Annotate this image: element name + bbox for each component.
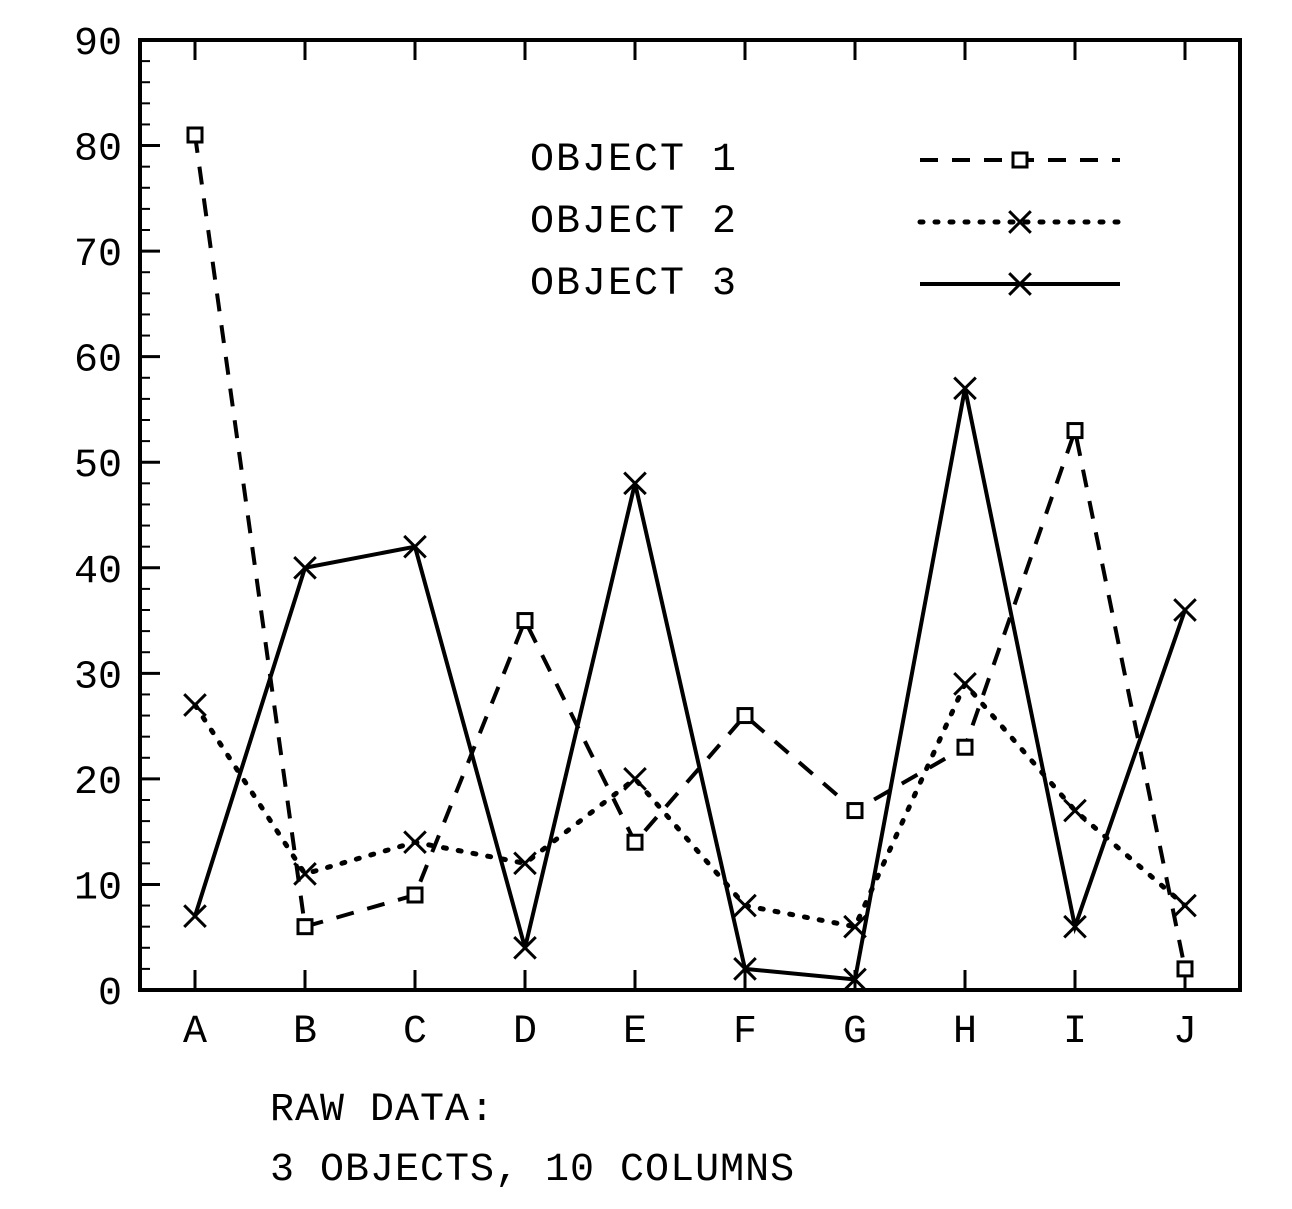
y-tick-label: 70 [74,233,122,278]
line-chart: 0 10 20 30 40 50 60 70 80 90 A B C D E F G H I J OBJECT 1 OBJ… [0,0,1292,1209]
caption-line-1: RAW DATA: [270,1088,495,1133]
legend-label: OBJECT 2 [530,200,738,245]
chart-container: 0 10 20 30 40 50 60 70 80 90 A B C D E F G H I J OBJECT 1 OBJ… [0,0,1292,1209]
x-tick-label: D [513,1010,537,1055]
y-tick-label: 30 [74,655,122,700]
x-tick-label: A [183,1010,207,1055]
x-tick-label: G [843,1010,867,1055]
y-tick-label: 0 [98,972,122,1017]
x-tick-label: J [1173,1010,1197,1055]
y-tick-label: 50 [74,444,122,489]
caption-line-2: 3 OBJECTS, 10 COLUMNS [270,1148,795,1193]
y-tick-label: 80 [74,128,122,173]
x-tick-label: E [623,1010,647,1055]
legend-label: OBJECT 1 [530,138,738,183]
y-tick-label: 10 [74,866,122,911]
x-tick-label: I [1063,1010,1087,1055]
y-tick-label: 40 [74,550,122,595]
y-tick-label: 20 [74,761,122,806]
y-tick-label: 60 [74,339,122,384]
y-tick-label: 90 [74,22,122,67]
x-tick-label: F [733,1010,757,1055]
x-tick-label: H [953,1010,977,1055]
x-tick-label: B [293,1010,317,1055]
legend-label: OBJECT 3 [530,262,738,307]
x-tick-label: C [403,1010,427,1055]
